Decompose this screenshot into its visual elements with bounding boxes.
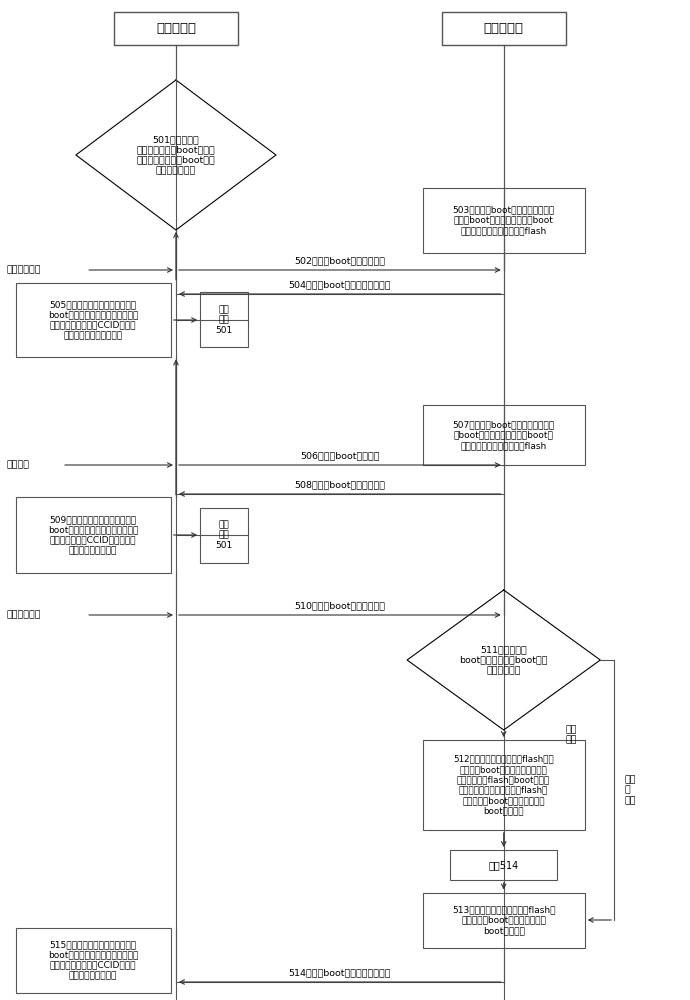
Text: 步骤514: 步骤514 <box>489 860 519 870</box>
Text: 502、安全boot下载开始指令: 502、安全boot下载开始指令 <box>295 256 385 265</box>
FancyBboxPatch shape <box>16 497 171 572</box>
FancyBboxPatch shape <box>200 508 248 562</box>
Text: 512、将安全处理器的外部flash中存
储的安全boot更新数据存储到安全
处理器的内部flash的boot存储地
址，擦除安全处理器的外部flash中
存储: 512、将安全处理器的外部flash中存 储的安全boot更新数据存储到安全 处… <box>453 754 554 816</box>
Text: 508、安全boot下载指令应答: 508、安全boot下载指令应答 <box>295 481 385 489</box>
Text: 505、根据安全处理器返回的安全
boot下载开始指令应答组织应答数
据，对应答数据封装CCID通信协
议层数据后返回给上位机: 505、根据安全处理器返回的安全 boot下载开始指令应答组织应答数 据，对应答… <box>48 300 138 340</box>
Text: 515、根据安全处理器返回的安全
boot下载结束指令应答组织应答数
据，对应答数据封装CCID协议层
数据后返回给上位机: 515、根据安全处理器返回的安全 boot下载结束指令应答组织应答数 据，对应答… <box>48 940 138 980</box>
Text: 安全处理器: 安全处理器 <box>484 21 524 34</box>
Text: 校验
未
通过: 校验 未 通过 <box>624 775 636 805</box>
FancyBboxPatch shape <box>16 282 171 357</box>
FancyBboxPatch shape <box>114 11 238 44</box>
Text: 507、从安全boot下载指令中获取安
全boot更新数据，保存安全boot更
新数据到安全处理器的外部flash: 507、从安全boot下载指令中获取安 全boot更新数据，保存安全boot更 … <box>453 420 555 450</box>
Text: 应用处理器: 应用处理器 <box>156 21 196 34</box>
Text: 下载指令: 下载指令 <box>7 460 30 470</box>
FancyBboxPatch shape <box>422 892 585 948</box>
FancyBboxPatch shape <box>200 292 248 347</box>
FancyBboxPatch shape <box>422 740 585 830</box>
FancyBboxPatch shape <box>450 850 558 880</box>
Text: 下载结束指令: 下载结束指令 <box>7 610 41 619</box>
Text: 下载开始指令: 下载开始指令 <box>7 265 41 274</box>
FancyBboxPatch shape <box>442 11 566 44</box>
FancyBboxPatch shape <box>16 928 171 992</box>
Text: 510、安全boot下载结束指令: 510、安全boot下载结束指令 <box>295 601 385 610</box>
FancyBboxPatch shape <box>422 405 585 465</box>
Text: 504、安全boot下载开始指令应答: 504、安全boot下载开始指令应答 <box>288 280 391 290</box>
Text: 509、根据安全处理器返回的安全
boot下载指令应答组织应答数据，
对应答数据封装CCID通信协议层
数据后返回给上位机: 509、根据安全处理器返回的安全 boot下载指令应答组织应答数据， 对应答数据… <box>48 515 138 555</box>
Text: 506、安全boot下载指令: 506、安全boot下载指令 <box>300 452 380 460</box>
Text: 513、擦除安全处理器的外部flash中
存储的安全boot校验和以及安全
boot更新数据: 513、擦除安全处理器的外部flash中 存储的安全boot校验和以及安全 bo… <box>452 905 555 935</box>
Text: 返回
步骤
501: 返回 步骤 501 <box>215 305 233 335</box>
Text: 501、接收到上
位机下发的安全boot下载更
新指令时判断安全boot下载
更新指令的类型: 501、接收到上 位机下发的安全boot下载更 新指令时判断安全boot下载 更… <box>137 135 215 175</box>
Text: 514、安全boot下载结束指令应答: 514、安全boot下载结束指令应答 <box>288 968 391 978</box>
FancyBboxPatch shape <box>422 188 585 252</box>
Text: 校验
通过: 校验 通过 <box>566 725 578 745</box>
Text: 返回
步骤
501: 返回 步骤 501 <box>215 520 233 550</box>
Text: 511、根据安全
boot校验和对安全boot更新
数据进行校验: 511、根据安全 boot校验和对安全boot更新 数据进行校验 <box>460 645 548 675</box>
Text: 503、从安全boot下载开始指令中获
取安全boot校验和，保存安全boot
校验和到安全处理器的外部flash: 503、从安全boot下载开始指令中获 取安全boot校验和，保存安全boot … <box>453 205 555 235</box>
